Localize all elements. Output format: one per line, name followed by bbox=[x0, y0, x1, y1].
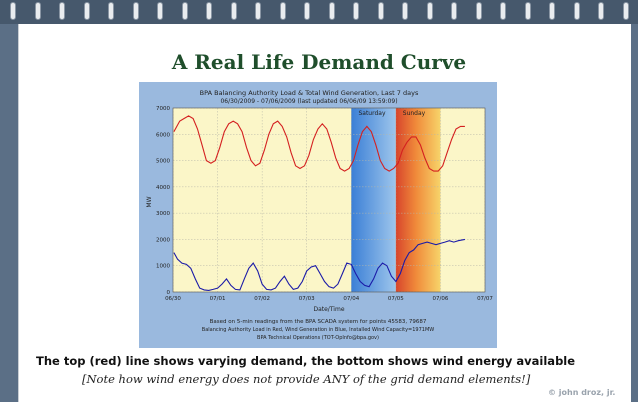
binding-ring bbox=[524, 2, 531, 20]
chart-footnote-1: Based on 5-min readings from the BPA SCA… bbox=[210, 319, 427, 325]
y-tick-label: 4000 bbox=[156, 185, 170, 191]
annotation-sunday: Sunday bbox=[403, 110, 426, 117]
binding-ring bbox=[83, 2, 90, 20]
chart-title: BPA Balancing Authority Load & Total Win… bbox=[200, 89, 419, 97]
series-line-load bbox=[173, 115, 465, 172]
x-tick-label: 07/05 bbox=[388, 296, 404, 302]
caption-note: [Note how wind energy does not provide A… bbox=[82, 372, 531, 386]
notebook-binding bbox=[0, 0, 638, 24]
x-tick-label: 07/07 bbox=[477, 296, 493, 302]
binding-ring bbox=[598, 2, 604, 20]
y-tick-label: 3000 bbox=[156, 211, 170, 217]
binding-ring bbox=[402, 2, 408, 20]
x-tick-label: 07/01 bbox=[210, 296, 226, 302]
sunday-band bbox=[395, 108, 441, 292]
chart-subtitle: 06/30/2009 - 07/06/2009 (last updated 06… bbox=[220, 98, 397, 105]
y-axis: 0 1000 2000 3000 4000 5000 6000 7000 bbox=[156, 106, 171, 296]
x-tick-label: 06/30 bbox=[165, 296, 181, 302]
binding-ring bbox=[500, 2, 506, 20]
binding-ring bbox=[622, 2, 629, 20]
binding-ring bbox=[304, 2, 310, 20]
binding-ring bbox=[157, 2, 163, 20]
y-tick-label: 7000 bbox=[156, 106, 170, 112]
caption-main: The top (red) line shows varying demand,… bbox=[36, 354, 576, 368]
binding-ring bbox=[475, 2, 482, 20]
x-tick-label: 07/03 bbox=[299, 296, 315, 302]
binding-ring bbox=[206, 2, 212, 20]
x-tick-label: 07/02 bbox=[254, 296, 270, 302]
binding-ring bbox=[34, 2, 41, 20]
series-line-wind bbox=[173, 238, 466, 291]
binding-ring bbox=[59, 2, 65, 20]
demand-chart: BPA Balancing Authority Load & Total Win… bbox=[139, 82, 497, 348]
binding-ring bbox=[181, 2, 188, 20]
binding-ring bbox=[573, 2, 580, 20]
chart-svg: BPA Balancing Authority Load & Total Win… bbox=[146, 89, 493, 341]
y-tick-label: 6000 bbox=[156, 132, 170, 138]
weekend-bands bbox=[351, 108, 441, 292]
binding-ring bbox=[230, 2, 237, 20]
plot-border bbox=[172, 107, 486, 293]
binding-ring bbox=[451, 2, 457, 20]
chart-footnote-2: Balancing Authority Load in Red, Wind Ge… bbox=[202, 327, 434, 333]
page-title: A Real Life Demand Curve bbox=[171, 50, 467, 74]
binding-ring bbox=[255, 2, 261, 20]
copyright-text: © john droz, jr. bbox=[548, 388, 616, 397]
binding-ring bbox=[132, 2, 139, 20]
series-lines bbox=[173, 115, 466, 291]
x-axis-label: Date/Time bbox=[313, 306, 344, 313]
binding-ring bbox=[328, 2, 335, 20]
y-tick-label: 0 bbox=[167, 290, 171, 296]
binding-ring bbox=[426, 2, 433, 20]
binding-ring bbox=[377, 2, 384, 20]
binding-ring bbox=[353, 2, 359, 20]
binding-ring bbox=[108, 2, 114, 20]
binding-ring bbox=[549, 2, 555, 20]
annotation-saturday: Saturday bbox=[358, 110, 385, 117]
x-tick-label: 07/06 bbox=[432, 296, 448, 302]
y-tick-label: 5000 bbox=[156, 159, 170, 165]
x-axis: 06/30 07/01 07/02 07/03 07/04 07/05 07/06 07/07 bbox=[165, 296, 493, 302]
binding-ring bbox=[10, 2, 16, 20]
binding-ring bbox=[279, 2, 286, 20]
y-tick-label: 2000 bbox=[156, 237, 170, 243]
y-axis-label: MW bbox=[146, 196, 153, 207]
grid-lines bbox=[172, 107, 486, 293]
y-tick-label: 1000 bbox=[156, 264, 170, 270]
chart-footnote-3: BPA Technical Operations (TOT-OpInfo@bpa… bbox=[257, 335, 379, 341]
saturday-band bbox=[351, 108, 396, 292]
x-tick-label: 07/04 bbox=[343, 296, 359, 302]
